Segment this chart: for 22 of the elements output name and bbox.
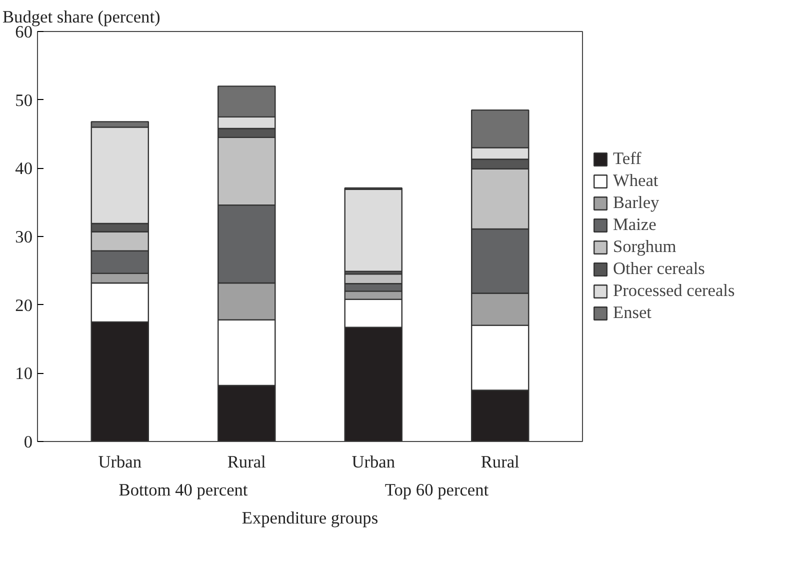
legend-label: Maize xyxy=(613,215,656,235)
legend-label: Teff xyxy=(613,149,642,169)
legend-label: Wheat xyxy=(613,171,658,191)
legend-label: Other cereals xyxy=(613,259,705,279)
y-tick-label: 10 xyxy=(15,364,32,384)
text: Bottom 40 percent xyxy=(118,480,248,500)
legend-label: Processed cereals xyxy=(613,281,735,301)
x-tick-label: Urban xyxy=(352,452,396,472)
legend-label: Sorghum xyxy=(613,237,676,257)
text: Top 60 percent xyxy=(384,480,489,500)
bar xyxy=(344,188,402,272)
x-tick-label: Rural xyxy=(227,452,266,472)
x-tick-label: Rural xyxy=(480,452,520,472)
y-tick-label: 30 xyxy=(15,228,32,246)
y-tick-label: 20 xyxy=(15,296,32,315)
legend-label: Barley xyxy=(613,193,660,213)
y-tick-label: 40 xyxy=(15,159,32,178)
legend-label: Enset xyxy=(613,303,652,323)
y-tick-label: 0 xyxy=(24,432,33,452)
x-tick-label: Urban xyxy=(98,452,142,472)
y-tick-label: 50 xyxy=(15,90,32,110)
x-axis-title: Expenditure groups xyxy=(242,508,378,528)
